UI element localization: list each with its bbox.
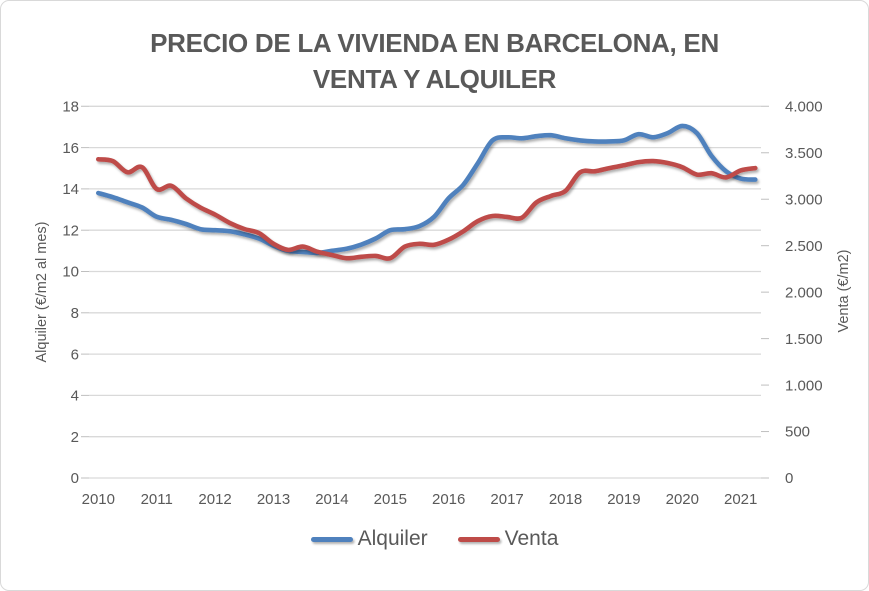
chart-title-line-2: VENTA Y ALQUILER — [312, 64, 557, 94]
right-axis-title: Venta (€/m2) — [836, 249, 852, 333]
legend: Alquiler Venta — [1, 527, 868, 551]
legend-item-alquiler: Alquiler — [310, 527, 428, 551]
series-line-venta — [96, 156, 758, 261]
x-axis-tick-label: 2015 — [374, 491, 407, 508]
right-axis-tick-label: 0 — [785, 470, 793, 487]
x-axis-tick-label: 2013 — [257, 491, 290, 508]
right-axis-tick-label: 2.000 — [785, 284, 823, 301]
x-axis-tick-label: 2019 — [607, 491, 640, 508]
right-axis-tick-label: 1.500 — [785, 331, 823, 348]
chart-title: PRECIO DE LA VIVIENDA EN BARCELONA, EN V… — [1, 25, 868, 97]
left-axis-tick-label: 18 — [62, 99, 79, 116]
series-line-alquiler — [96, 123, 758, 256]
x-axis-tick-label: 2017 — [490, 491, 523, 508]
right-axis-tick-label: 500 — [785, 424, 810, 441]
x-axis-tick-label: 2010 — [82, 491, 115, 508]
right-axis-tick-label: 3.500 — [785, 145, 823, 162]
legend-item-venta: Venta — [457, 527, 559, 551]
x-axis-tick-label: 2011 — [141, 491, 173, 508]
x-axis-tick-label: 2016 — [432, 491, 465, 508]
legend-label-alquiler: Alquiler — [357, 527, 428, 550]
left-axis-title: Alquiler (€/m2 al mes) — [34, 221, 50, 363]
legend-swatch-alquiler — [310, 536, 353, 542]
left-axis-tick-label: 4 — [71, 388, 79, 405]
right-axis-tick-label: 4.000 — [785, 99, 823, 116]
left-axis-tick-label: 10 — [62, 264, 79, 281]
right-axis-tick-label: 2.500 — [785, 238, 823, 255]
left-axis-tick-label: 16 — [62, 140, 79, 157]
left-axis-tick-label: 12 — [62, 222, 79, 239]
x-axis-tick-label: 2021 — [724, 491, 757, 508]
legend-swatch-venta — [457, 536, 500, 542]
left-axis-tick-label: 2 — [71, 429, 79, 446]
chart-title-line-1: PRECIO DE LA VIVIENDA EN BARCELONA, EN — [150, 28, 719, 58]
right-axis-tick-label: 1.000 — [785, 377, 823, 394]
x-axis-tick-label: 2012 — [198, 491, 231, 508]
left-axis-tick-label: 6 — [71, 346, 79, 363]
legend-label-venta: Venta — [504, 527, 559, 550]
left-axis-tick-label: 0 — [71, 470, 79, 487]
x-axis-tick-label: 2018 — [549, 491, 582, 508]
right-axis-tick-label: 3.000 — [785, 191, 823, 208]
left-axis-tick-label: 8 — [71, 305, 79, 322]
x-axis-tick-label: 2020 — [666, 491, 699, 508]
x-axis-tick-label: 2014 — [315, 491, 348, 508]
left-axis-tick-label: 14 — [62, 181, 79, 198]
